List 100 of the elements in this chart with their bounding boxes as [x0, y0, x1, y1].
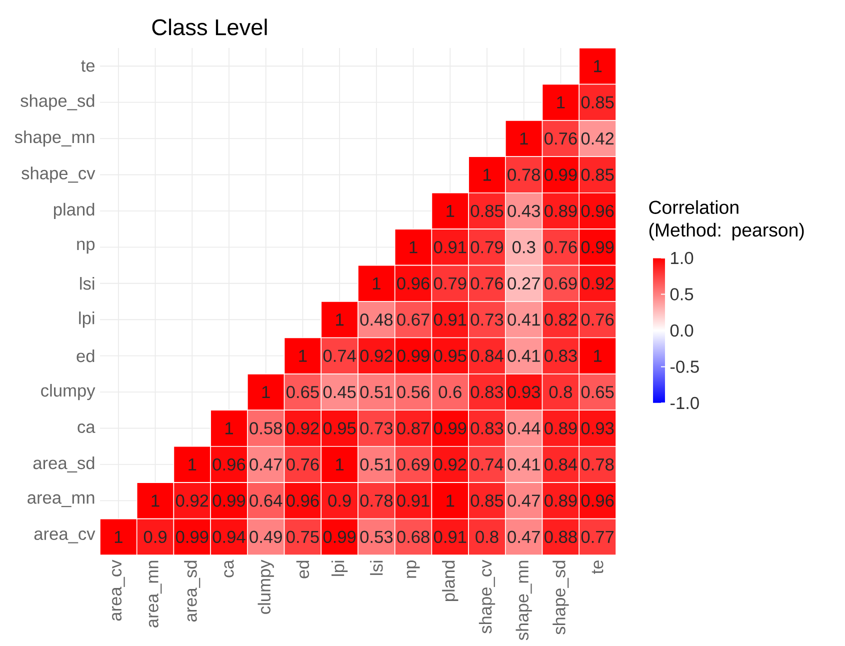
data-label: 0.96 — [581, 494, 614, 507]
data-label: 1 — [114, 530, 122, 543]
data-label: 1 — [336, 458, 344, 470]
data-label: 0.49 — [250, 530, 282, 544]
color-bar-label: -0.5 — [670, 360, 699, 373]
data-label: 0.27 — [508, 277, 540, 290]
data-label: 0.76 — [544, 132, 577, 145]
data-label: 0.92 — [286, 422, 319, 434]
data-label: 0.99 — [434, 422, 466, 434]
data-label: 0.84 — [470, 350, 504, 362]
data-label: 0.85 — [581, 168, 614, 181]
x-tick-label: lpi — [331, 560, 348, 576]
data-label: 0.91 — [434, 313, 466, 326]
data-label: 0.9 — [328, 494, 351, 507]
data-label: 1 — [372, 277, 380, 290]
data-label: 0.93 — [581, 422, 614, 434]
x-tick-label: te — [592, 560, 604, 574]
data-label: 0.96 — [581, 204, 614, 218]
y-tick-label: area_sd — [33, 456, 94, 472]
data-label: 1 — [226, 422, 233, 434]
data-label: 0.92 — [360, 350, 392, 362]
y-tick-label: np — [77, 240, 95, 254]
data-label: 0.99 — [212, 494, 246, 507]
data-label: 0.41 — [508, 458, 540, 471]
data-label: 0.91 — [397, 494, 430, 507]
data-label: 0.9 — [144, 530, 167, 544]
data-label: 0.51 — [360, 458, 392, 471]
data-label: 0.99 — [176, 530, 208, 544]
data-label: 0.89 — [544, 204, 577, 218]
data-label: 0.89 — [544, 494, 577, 507]
data-label: 1 — [410, 241, 418, 254]
y-tick-label: lsi — [80, 277, 94, 290]
x-tick-label: lsi — [370, 560, 383, 575]
data-label: 0.41 — [508, 350, 540, 362]
data-label: 0.85 — [470, 494, 504, 507]
data-label: 0.92 — [434, 458, 466, 471]
data-label: 0.93 — [508, 386, 540, 398]
data-label: 0.77 — [581, 530, 614, 544]
data-label: 1 — [336, 314, 344, 326]
data-label: 0.78 — [508, 168, 540, 181]
data-label: 0.73 — [360, 422, 393, 434]
data-label: 0.3 — [512, 241, 536, 254]
x-tick-label: clumpy — [258, 560, 274, 614]
data-label: 0.73 — [470, 313, 504, 326]
data-label: 1 — [152, 494, 160, 507]
data-label: 0.99 — [323, 530, 356, 544]
data-label: 0.99 — [581, 241, 614, 254]
x-tick-label: ed — [296, 560, 310, 578]
data-label: 0.84 — [544, 458, 578, 471]
data-label: 0.65 — [286, 386, 319, 398]
y-tick-label: pland — [54, 202, 94, 220]
data-label: 0.76 — [286, 458, 319, 471]
data-label: 0.8 — [549, 386, 572, 398]
color-bar-label: 0.0 — [670, 324, 694, 337]
data-label: 0.92 — [581, 277, 614, 290]
data-label: 0.91 — [434, 241, 466, 254]
data-label: 0.65 — [581, 386, 614, 398]
data-label: 0.89 — [544, 422, 577, 434]
data-label: 0.43 — [508, 204, 540, 218]
data-label: 0.96 — [212, 458, 246, 471]
x-tick-label: np — [406, 560, 420, 578]
data-label: 0.76 — [470, 277, 504, 290]
data-label: 0.94 — [212, 530, 246, 544]
data-label: 1 — [594, 350, 602, 362]
y-tick-label: ed — [76, 349, 94, 362]
data-label: 0.42 — [581, 132, 614, 145]
x-tick-label: shape_sd — [552, 560, 569, 634]
x-tick-label: ca — [224, 560, 234, 578]
data-label: 0.88 — [544, 530, 577, 544]
x-tick-label: shape_mn — [516, 560, 532, 640]
y-tick-label: ca — [78, 424, 96, 433]
data-label: 0.56 — [397, 386, 430, 398]
data-label: 0.95 — [323, 422, 356, 434]
y-tick-label: area_mn — [28, 494, 94, 508]
data-label: 0.44 — [508, 422, 540, 434]
y-tick-label: clumpy — [41, 384, 96, 400]
data-label: 0.76 — [581, 313, 614, 326]
data-label: 0.58 — [250, 422, 282, 434]
data-label: 0.47 — [508, 530, 540, 544]
data-label: 0.48 — [360, 313, 393, 326]
y-tick-label: shape_sd — [20, 94, 94, 110]
data-label: 0.64 — [250, 494, 282, 507]
y-tick-label: lpi — [79, 312, 94, 328]
data-label: 0.99 — [544, 168, 577, 181]
x-tick-label: area_mn — [148, 560, 162, 628]
data-label: 0.99 — [397, 350, 430, 362]
data-label: 0.74 — [323, 350, 356, 362]
data-label: 0.85 — [581, 96, 614, 108]
data-label: 1 — [446, 205, 454, 217]
data-label: 0.6 — [438, 386, 462, 398]
data-label: 0.83 — [470, 422, 504, 434]
data-label: 0.67 — [397, 313, 430, 326]
data-label: 0.69 — [397, 458, 430, 471]
data-label: 0.79 — [470, 241, 504, 254]
data-label: 0.51 — [360, 386, 392, 398]
data-label: 0.79 — [434, 277, 466, 290]
y-tick-label: shape_mn — [14, 130, 94, 147]
x-tick-label: area_sd — [184, 560, 200, 622]
color-bar-label: 1.0 — [671, 252, 694, 264]
data-label: 0.87 — [397, 422, 430, 434]
